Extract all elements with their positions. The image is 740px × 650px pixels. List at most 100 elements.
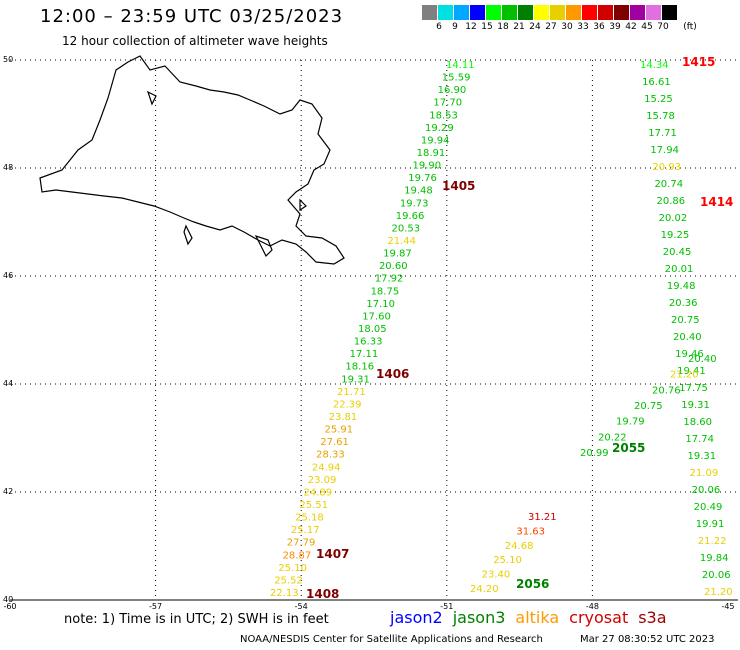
pass-label: 1405 xyxy=(442,179,475,193)
legend-unit: (ft) xyxy=(683,22,697,32)
track-a-value: 24.89 xyxy=(304,487,333,498)
lat-label: 40 xyxy=(3,595,13,604)
track-b-value: 20.75 xyxy=(671,315,700,326)
mission-cryosat: cryosat xyxy=(569,608,629,627)
track-a-value: 19.94 xyxy=(421,135,450,146)
track-a-value: 19.48 xyxy=(404,186,433,197)
legend-label: 21 xyxy=(513,22,525,32)
track-b-value: 20.01 xyxy=(665,264,694,275)
track-b-value: 20.74 xyxy=(654,179,683,190)
track-b-value: 20.49 xyxy=(694,502,723,513)
legend-swatch xyxy=(550,5,566,20)
pass-label: 1407 xyxy=(316,547,349,561)
track-a-value: 21.71 xyxy=(337,387,366,398)
track-a-value: 15.59 xyxy=(442,73,471,84)
track-b-value: 17.94 xyxy=(650,145,679,156)
legend-swatch xyxy=(662,5,678,20)
lon-label: -45 xyxy=(721,602,734,611)
track-a-value: 28.87 xyxy=(283,550,312,561)
track-a-value: 23.09 xyxy=(308,475,337,486)
legend-label: 36 xyxy=(593,22,605,32)
track-a-value: 19.90 xyxy=(412,161,441,172)
color-scale-legend: 6 9 12 15 18 21 24 27 30 33 36 39 42 45 70 (ft) xyxy=(422,5,740,32)
track-a-value: 27.79 xyxy=(287,538,316,549)
legend-swatch xyxy=(470,5,486,20)
coast-island-1 xyxy=(146,90,157,106)
track-b-value: 19.41 xyxy=(677,366,706,377)
track-b-value: 20.40 xyxy=(673,332,702,343)
track-a-value: 16.90 xyxy=(438,85,467,96)
track-a-value: 18.05 xyxy=(358,324,387,335)
track-b-value: 19.91 xyxy=(696,519,725,530)
legend-label: 6 xyxy=(436,22,442,32)
track-a-value: 22.13 xyxy=(270,588,299,599)
lon-label: -57 xyxy=(149,602,162,611)
track-b-value: 21.09 xyxy=(690,468,719,479)
track-b-value: 14.34 xyxy=(640,60,669,71)
track-a-value: 25.91 xyxy=(324,425,353,436)
mission-jason3: jason3 xyxy=(452,608,506,627)
axis-labels: 50 48 46 44 42 40-60 -57 -54 -51 -48 -45 xyxy=(3,55,735,611)
legend-swatch xyxy=(614,5,630,20)
track-b-value: 16.61 xyxy=(642,77,671,88)
track-b-value: 20.02 xyxy=(659,213,688,224)
mission-jason2: jason2 xyxy=(390,608,443,627)
track-a-value: 25.18 xyxy=(295,513,324,524)
legend-label: 27 xyxy=(545,22,557,32)
track-c-value: 20.99 xyxy=(580,448,609,459)
track-a-value: 25.17 xyxy=(291,525,320,536)
legend-swatch xyxy=(518,5,534,20)
legend-swatch xyxy=(630,5,646,20)
track-a-value: 19.87 xyxy=(383,249,412,260)
track-a-value: 18.75 xyxy=(371,286,400,297)
track-a-value: 17.70 xyxy=(433,98,462,109)
track-c-value: 20.22 xyxy=(598,432,627,443)
track-b-value: 19.46 xyxy=(675,349,704,360)
lat-label: 50 xyxy=(3,55,13,64)
legend-swatch xyxy=(646,5,662,20)
track-a-value: 25.10 xyxy=(278,563,307,574)
mission-s3a: s3a xyxy=(638,608,667,627)
pass-label: 2055 xyxy=(612,441,645,455)
track-a-value: 28.33 xyxy=(316,450,345,461)
coastline-newfoundland xyxy=(39,55,345,265)
lon-label: -51 xyxy=(440,602,453,611)
legend-swatch xyxy=(582,5,598,20)
lat-label: 46 xyxy=(3,271,13,280)
footer-timestamp: Mar 27 08:30:52 UTC 2023 xyxy=(580,634,715,645)
track-a-value: 27.61 xyxy=(320,437,349,448)
track-a-value: 20.53 xyxy=(392,223,421,234)
track-b-value: 20.86 xyxy=(657,196,686,207)
lon-label: -60 xyxy=(3,602,16,611)
track-b-value: 19.31 xyxy=(687,451,716,462)
track-b-value: 17.74 xyxy=(685,434,714,445)
track-b-value: 17.71 xyxy=(648,128,677,139)
coast-island-2 xyxy=(299,198,307,212)
track-a-value: 20.60 xyxy=(379,261,408,272)
track-d-value: 25.10 xyxy=(493,555,522,566)
track-b-value: 20.45 xyxy=(663,247,692,258)
legend-label: 12 xyxy=(465,22,477,32)
track-b-value: 19.25 xyxy=(661,230,690,241)
track-a-value: 19.31 xyxy=(341,374,370,385)
coast-inlet-2 xyxy=(254,234,273,258)
mission-altika: altika xyxy=(515,608,560,627)
legend-swatches xyxy=(422,5,740,20)
track-c-value: 20.75 xyxy=(634,401,663,412)
pass-label: 1415 xyxy=(682,55,715,69)
track-c-value: 21.20 xyxy=(670,370,699,381)
track-a-value: 19.66 xyxy=(396,211,425,222)
track-a-value: 21.44 xyxy=(387,236,416,247)
track-b-value: 19.48 xyxy=(667,281,696,292)
mission-legend: jason2 jason3 altika cryosat s3a xyxy=(390,608,677,627)
track-a-value: 17.10 xyxy=(366,299,395,310)
pass-label: 1414 xyxy=(700,195,733,209)
legend-label: 70 xyxy=(657,22,669,32)
pass-labels: 1405 1406 1407 1408 1415 1414 2055 2056 xyxy=(306,55,733,601)
track-a-value: 23.81 xyxy=(329,412,358,423)
track-a-value: 17.11 xyxy=(350,349,379,360)
track-a-value: 22.39 xyxy=(333,399,362,410)
track-a-value: 19.73 xyxy=(400,198,429,209)
track-a-value: 18.53 xyxy=(429,110,458,121)
legend-swatch xyxy=(438,5,454,20)
